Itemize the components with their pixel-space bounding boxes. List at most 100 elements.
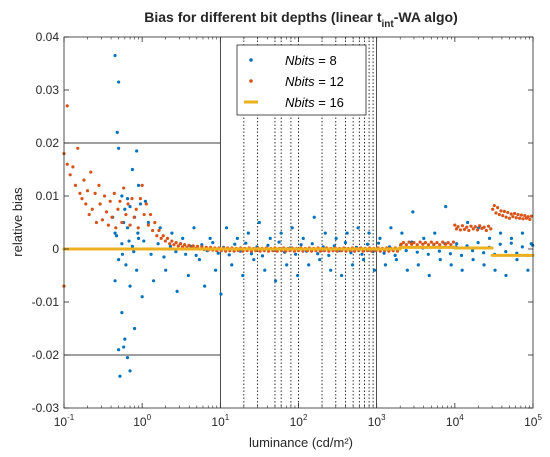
data-point [162, 255, 166, 259]
data-point [125, 226, 130, 230]
data-point [458, 228, 463, 232]
data-point [456, 225, 460, 229]
data-point [117, 348, 121, 352]
data-point [444, 205, 448, 209]
data-point [473, 225, 477, 229]
legend-label: Nbits = 16 [285, 95, 344, 110]
data-point [469, 224, 473, 228]
data-point [197, 258, 202, 262]
data-point [149, 252, 153, 256]
data-point [511, 215, 515, 219]
data-point [195, 244, 200, 248]
data-point [146, 223, 150, 227]
data-point [260, 254, 265, 258]
data-point [509, 236, 514, 240]
data-point [504, 250, 508, 254]
data-point [143, 199, 147, 203]
data-point [471, 227, 475, 231]
data-point [124, 212, 128, 217]
data-point [294, 252, 298, 256]
data-point [216, 251, 220, 255]
data-point [192, 226, 196, 230]
data-point [492, 203, 496, 208]
data-point [520, 245, 524, 249]
data-point [117, 258, 121, 262]
data-point [400, 231, 404, 235]
data-point [497, 212, 501, 217]
data-point [365, 242, 370, 246]
data-point [120, 242, 124, 246]
data-point [405, 268, 409, 272]
data-point [130, 244, 134, 248]
data-point [68, 173, 72, 177]
legend-marker [249, 58, 253, 62]
data-point [518, 216, 522, 220]
series-2 [62, 245, 535, 257]
data-point [509, 241, 513, 245]
data-point [144, 202, 148, 206]
x-tick-label: 102 [290, 413, 308, 429]
data-point [114, 234, 119, 238]
data-point [350, 263, 355, 267]
data-point [128, 205, 132, 209]
data-point [94, 220, 99, 225]
data-point [399, 242, 403, 246]
data-point [528, 217, 532, 221]
data-point [126, 202, 130, 206]
data-point [438, 243, 442, 247]
data-point [268, 236, 272, 240]
data-point [65, 162, 69, 166]
data-point [93, 191, 97, 195]
data-point [117, 146, 121, 150]
data-point [132, 326, 137, 331]
data-point [416, 263, 420, 267]
data-point [491, 207, 495, 211]
data-point [504, 273, 508, 278]
data-point [476, 241, 480, 245]
data-point [404, 248, 408, 253]
data-point [401, 241, 406, 245]
data-point [296, 273, 300, 278]
data-point [170, 231, 174, 235]
data-point [168, 242, 172, 246]
x-tick-label: 105 [524, 413, 542, 429]
y-tick-label: 0 [52, 242, 59, 256]
data-point [493, 268, 497, 272]
data-point [148, 212, 153, 217]
data-point [318, 258, 322, 262]
data-point [65, 104, 69, 108]
data-point [244, 241, 248, 245]
data-point [459, 253, 464, 257]
legend-box [236, 44, 367, 116]
data-point [482, 225, 486, 229]
data-point [307, 263, 311, 267]
data-point [310, 242, 314, 246]
data-point [214, 268, 218, 272]
data-point [482, 251, 486, 255]
data-point [482, 263, 486, 267]
data-point [376, 241, 381, 245]
x-axis-label: luminance (cd/m²) [249, 435, 353, 450]
data-point [85, 189, 90, 193]
data-point [106, 223, 111, 227]
data-point [136, 236, 141, 240]
data-point [155, 234, 159, 238]
data-point [114, 226, 118, 230]
data-point [329, 268, 333, 272]
data-point [496, 206, 500, 210]
y-tick-label: 0.01 [36, 189, 60, 203]
data-point [462, 227, 467, 231]
data-point [90, 207, 94, 211]
data-point [383, 263, 388, 267]
data-point [151, 279, 156, 283]
data-point [356, 226, 360, 230]
data-point [526, 268, 530, 272]
data-point [178, 242, 183, 246]
data-point [412, 241, 416, 245]
data-point [113, 53, 117, 58]
data-point [451, 240, 456, 244]
data-point [290, 226, 294, 230]
data-point [128, 284, 132, 288]
data-point [186, 273, 190, 278]
data-point [410, 242, 414, 246]
